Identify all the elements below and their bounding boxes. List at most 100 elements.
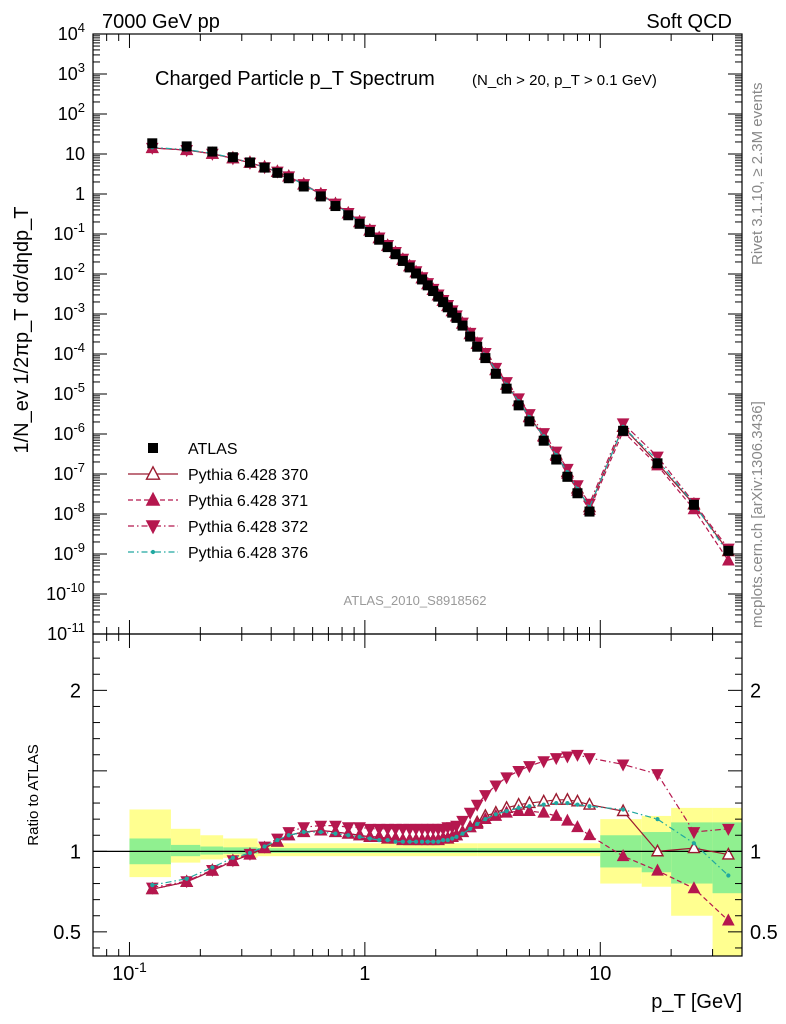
ratio-data-point — [523, 803, 536, 816]
atlas-data-point — [442, 302, 453, 313]
atlas-data-point — [330, 201, 341, 212]
atlas-data-point — [584, 506, 595, 517]
legend-marker — [150, 549, 156, 555]
ratio-data-point — [687, 840, 701, 854]
atlas-data-point — [244, 157, 255, 168]
ratio-data-point — [523, 761, 536, 774]
atlas-data-point — [181, 141, 192, 152]
y-tick-label: 10-2 — [53, 260, 85, 284]
ratio-data-point — [620, 807, 626, 812]
atlas-data-point — [438, 297, 449, 308]
atlas-data-point — [404, 262, 415, 273]
ratio-data-point — [301, 829, 306, 835]
y-tick-label: 10-11 — [47, 620, 85, 644]
series-atlas — [147, 138, 734, 556]
atlas-data-point — [490, 368, 501, 379]
legend-item: Pythia 6.428 376 — [128, 545, 308, 562]
ratio-data-point — [512, 803, 525, 816]
ratio-data-point — [549, 808, 563, 821]
atlas-data-point — [364, 227, 375, 238]
ratio-y-tick-label-right: 1 — [750, 841, 761, 863]
ratio-data-point — [353, 822, 366, 835]
uncertainty-band-inner — [223, 847, 258, 854]
legend-marker — [148, 443, 158, 453]
data-point — [571, 480, 584, 493]
atlas-data-point — [538, 435, 549, 446]
ratio-data-point — [541, 802, 546, 807]
ratio-data-point — [583, 753, 596, 766]
ratio-data-point — [297, 822, 311, 835]
ratio-data-point — [655, 817, 660, 822]
atlas-data-point — [259, 162, 270, 173]
atlas-data-point — [652, 458, 663, 469]
atlas-data-point — [227, 152, 238, 163]
ratio-data-point — [537, 756, 551, 769]
legend-item: Pythia 6.428 372 — [128, 519, 308, 536]
atlas-data-point — [551, 454, 562, 465]
ratio-data-point — [722, 913, 735, 926]
atlas-data-point — [298, 181, 309, 192]
atlas-data-point — [723, 545, 734, 556]
mcplots-reference-label: mcplots.cern.ch [arXiv:1306.3436] — [749, 401, 766, 628]
uncertainty-band-inner — [477, 848, 601, 853]
ratio-data-point — [483, 817, 488, 822]
atlas-data-point — [382, 242, 393, 253]
ratio-data-point — [367, 836, 372, 841]
analysis-label: ATLAS_2010_S8918562 — [344, 593, 487, 608]
chart-subtitle: (N_ch > 20, p_T > 0.1 GeV) — [472, 72, 657, 89]
atlas-data-point — [343, 210, 354, 221]
ratio-data-point — [651, 769, 664, 782]
ratio-data-point — [314, 820, 328, 833]
atlas-data-point — [501, 383, 512, 394]
y-tick-label: 10 — [65, 144, 85, 164]
ratio-data-point — [479, 790, 492, 803]
main-panel-frame — [92, 33, 743, 635]
series-line — [152, 147, 729, 552]
y-tick-label: 10-7 — [53, 460, 85, 484]
ratio-data-point — [554, 800, 559, 806]
y-tick-label: 103 — [58, 60, 85, 84]
atlas-data-point — [465, 331, 476, 342]
atlas-data-point — [513, 400, 524, 411]
ratio-y-axis-label: Ratio to ATLAS — [25, 744, 42, 845]
ratio-data-point — [329, 820, 342, 833]
ratio-data-point — [413, 839, 419, 844]
legend-marker — [145, 465, 161, 480]
ratio-data-point — [575, 802, 580, 807]
legend-label: Pythia 6.428 372 — [188, 519, 308, 536]
ratio-data-point — [436, 839, 441, 844]
atlas-data-point — [147, 138, 158, 149]
ratio-data-point — [377, 837, 382, 843]
ratio-data-point — [650, 843, 665, 857]
legend-item: Pythia 6.428 370 — [128, 465, 308, 484]
ratio-data-point — [616, 849, 630, 862]
ratio-series-pythia-6-428-376 — [150, 800, 731, 888]
legend-label: Pythia 6.428 371 — [188, 493, 308, 510]
data-point — [523, 409, 536, 422]
ratio-data-point — [381, 823, 395, 836]
legend-label: Pythia 6.428 370 — [188, 467, 308, 484]
atlas-data-point — [572, 488, 583, 499]
header-energy-label: 7000 GeV pp — [102, 11, 220, 33]
chart-title-main: Charged Particle p_T Spectrum — [155, 68, 435, 90]
ratio-data-point — [275, 837, 280, 843]
atlas-data-point — [433, 291, 444, 302]
legend-marker — [145, 491, 161, 506]
ratio-data-point — [587, 804, 592, 809]
ratio-data-point — [400, 839, 405, 844]
ratio-data-point — [512, 765, 525, 778]
atlas-data-point — [472, 341, 483, 352]
ratio-data-point — [583, 828, 596, 841]
ratio-data-point — [726, 873, 731, 878]
ratio-data-point — [346, 833, 351, 838]
ratio-data-point — [385, 837, 390, 843]
ratio-data-point — [722, 823, 735, 836]
ratio-data-point — [470, 799, 484, 812]
data-point — [651, 451, 664, 464]
data-point — [549, 446, 563, 459]
legend-label: ATLAS — [188, 441, 238, 458]
atlas-data-point — [524, 416, 535, 427]
data-point — [537, 428, 551, 441]
ratio-data-point — [537, 805, 551, 818]
atlas-data-point — [272, 167, 283, 178]
